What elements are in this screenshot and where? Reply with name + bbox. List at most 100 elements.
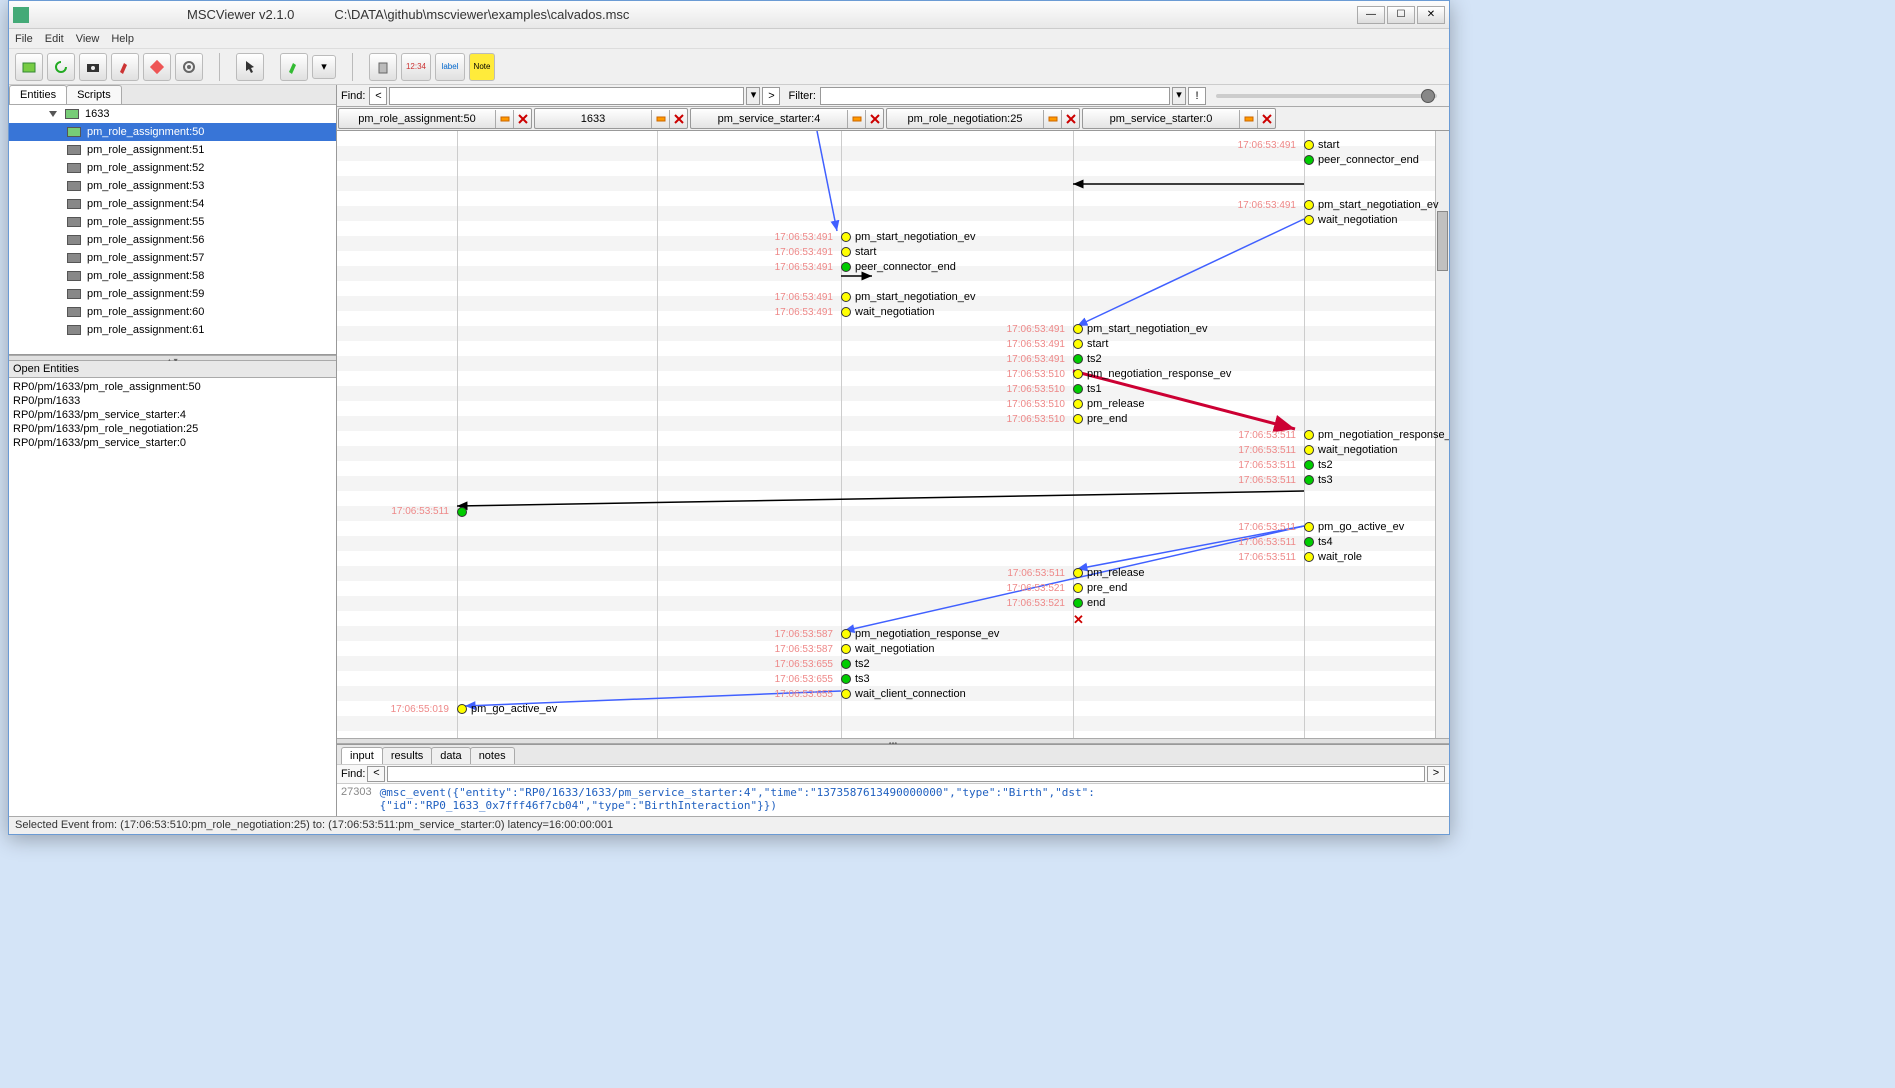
collapse-icon[interactable] [847, 110, 865, 128]
highlighter-button[interactable] [280, 53, 308, 81]
maximize-button[interactable]: ☐ [1387, 6, 1415, 24]
close-icon[interactable] [513, 110, 531, 128]
tree-item[interactable]: pm_role_assignment:60 [9, 303, 336, 321]
tab-data[interactable]: data [431, 747, 470, 764]
event[interactable]: 17:06:53:511wait_role [1234, 551, 1362, 563]
close-icon[interactable] [1061, 110, 1079, 128]
tree-item[interactable]: pm_role_assignment:55 [9, 213, 336, 231]
tab-scripts[interactable]: Scripts [66, 85, 122, 104]
event[interactable]: 17:06:53:510ts1 [1003, 383, 1102, 395]
event[interactable]: 17:06:53:510pm_negotiation_response_ev [1003, 368, 1231, 380]
minimize-button[interactable]: — [1357, 6, 1385, 24]
find-prev[interactable]: < [369, 87, 387, 105]
event[interactable]: 17:06:55:019pm_go_active_ev [387, 703, 557, 715]
tab-input[interactable]: input [341, 747, 383, 764]
tab-notes[interactable]: notes [470, 747, 515, 764]
filter-combo[interactable]: ▾ [1172, 87, 1186, 105]
entity-header[interactable]: pm_service_starter:4 [690, 108, 884, 129]
menu-edit[interactable]: Edit [45, 33, 64, 45]
event[interactable]: 17:06:53:511ts3 [1234, 474, 1333, 486]
event[interactable]: 17:06:53:587wait_negotiation [771, 643, 935, 655]
sequence-diagram[interactable]: 17:06:53:491start peer_connector_end 17:06… [337, 131, 1449, 738]
entity-header[interactable]: pm_role_negotiation:25 [886, 108, 1080, 129]
filter-input[interactable] [820, 87, 1170, 105]
trash-button[interactable] [369, 53, 397, 81]
camera-button[interactable] [79, 53, 107, 81]
marker-button[interactable] [111, 53, 139, 81]
tree-item[interactable]: pm_role_assignment:57 [9, 249, 336, 267]
refresh-button[interactable] [47, 53, 75, 81]
event[interactable]: 17:06:53:510pre_end [1003, 413, 1127, 425]
event[interactable]: ✕ [1003, 612, 1088, 628]
event[interactable]: 17:06:53:491ts2 [1003, 353, 1102, 365]
event[interactable]: 17:06:53:521end [1003, 597, 1105, 609]
entity-header[interactable]: pm_role_assignment:50 [338, 108, 532, 129]
entity-header[interactable]: pm_service_starter:0 [1082, 108, 1276, 129]
tree-item[interactable]: pm_role_assignment:54 [9, 195, 336, 213]
close-icon[interactable] [669, 110, 687, 128]
tab-entities[interactable]: Entities [9, 85, 67, 104]
event[interactable]: 17:06:53:511pm_release [1003, 567, 1144, 579]
tree-item[interactable]: pm_role_assignment:53 [9, 177, 336, 195]
event[interactable]: 17:06:53:491start [771, 246, 876, 258]
close-icon[interactable] [865, 110, 883, 128]
tree-item[interactable]: pm_role_assignment:59 [9, 285, 336, 303]
find-combo[interactable]: ▾ [746, 87, 760, 105]
find-next[interactable]: > [762, 87, 780, 105]
event[interactable]: 17:06:53:510pm_release [1003, 398, 1144, 410]
settings-button[interactable] [175, 53, 203, 81]
note-toggle[interactable]: Note [469, 53, 495, 81]
menu-file[interactable]: File [15, 33, 33, 45]
event[interactable]: 17:06:53:491start [1003, 338, 1108, 350]
zoom-slider[interactable] [1216, 94, 1437, 98]
entity-header[interactable]: 1633 [534, 108, 688, 129]
open-entity-item[interactable]: RP0/pm/1633/pm_service_starter:4 [13, 408, 332, 422]
tree-item[interactable]: pm_role_assignment:51 [9, 141, 336, 159]
bfind-prev[interactable]: < [367, 766, 385, 782]
code-view[interactable]: 27303 @msc_event({"entity":"RP0/1633/163… [337, 784, 1449, 816]
filter-excl[interactable]: ! [1188, 87, 1206, 105]
entity-tree[interactable]: 1633pm_role_assignment:50pm_role_assignm… [9, 105, 336, 355]
open-entity-item[interactable]: RP0/pm/1633/pm_role_assignment:50 [13, 380, 332, 394]
event[interactable]: peer_connector_end [1234, 154, 1419, 166]
event[interactable]: 17:06:53:491pm_start_negotiation_ev [1003, 323, 1207, 335]
delete-button[interactable] [143, 53, 171, 81]
event[interactable]: 17:06:53:655wait_client_connection [771, 688, 966, 700]
bfind-next[interactable]: > [1427, 766, 1445, 782]
open-entity-item[interactable]: RP0/pm/1633/pm_role_negotiation:25 [13, 422, 332, 436]
open-entities-list[interactable]: RP0/pm/1633/pm_role_assignment:50RP0/pm/… [9, 378, 336, 816]
open-entity-item[interactable]: RP0/pm/1633/pm_service_starter:0 [13, 436, 332, 450]
titlebar[interactable]: MSCViewer v2.1.0 C:\DATA\github\mscviewe… [9, 1, 1449, 29]
tree-item[interactable]: pm_role_assignment:52 [9, 159, 336, 177]
dropdown-button[interactable]: ▾ [312, 55, 336, 79]
event[interactable]: 17:06:53:511wait_negotiation [1234, 444, 1398, 456]
event[interactable]: 17:06:53:491pm_start_negotiation_ev [771, 231, 975, 243]
close-button[interactable]: ✕ [1417, 6, 1445, 24]
event[interactable]: 17:06:53:511ts2 [1234, 459, 1333, 471]
event[interactable]: wait_negotiation [1234, 214, 1398, 226]
tab-results[interactable]: results [382, 747, 432, 764]
menu-view[interactable]: View [76, 33, 100, 45]
tree-item[interactable]: pm_role_assignment:58 [9, 267, 336, 285]
event[interactable]: 17:06:53:587pm_negotiation_response_ev [771, 628, 999, 640]
tree-item[interactable]: pm_role_assignment:50 [9, 123, 336, 141]
event[interactable]: 17:06:53:491pm_start_negotiation_ev [1234, 199, 1438, 211]
event[interactable]: 17:06:53:491start [1234, 139, 1339, 151]
event[interactable]: 17:06:53:511 [387, 506, 471, 517]
timestamp-toggle[interactable]: 12:34 [401, 53, 431, 81]
menu-help[interactable]: Help [111, 33, 134, 45]
event[interactable]: 17:06:53:511pm_go_active_ev [1234, 521, 1404, 533]
collapse-icon[interactable] [1239, 110, 1257, 128]
label-toggle[interactable]: label [435, 53, 465, 81]
event[interactable]: 17:06:53:491peer_connector_end [771, 261, 956, 273]
pointer-button[interactable] [236, 53, 264, 81]
open-button[interactable] [15, 53, 43, 81]
event[interactable]: 17:06:53:491wait_negotiation [771, 306, 935, 318]
bfind-input[interactable] [387, 766, 1425, 782]
event[interactable]: 17:06:53:655ts2 [771, 658, 870, 670]
collapse-icon[interactable] [495, 110, 513, 128]
tree-item[interactable]: pm_role_assignment:56 [9, 231, 336, 249]
open-entity-item[interactable]: RP0/pm/1633 [13, 394, 332, 408]
event[interactable]: 17:06:53:655ts3 [771, 673, 870, 685]
event[interactable]: 17:06:53:521pre_end [1003, 582, 1127, 594]
